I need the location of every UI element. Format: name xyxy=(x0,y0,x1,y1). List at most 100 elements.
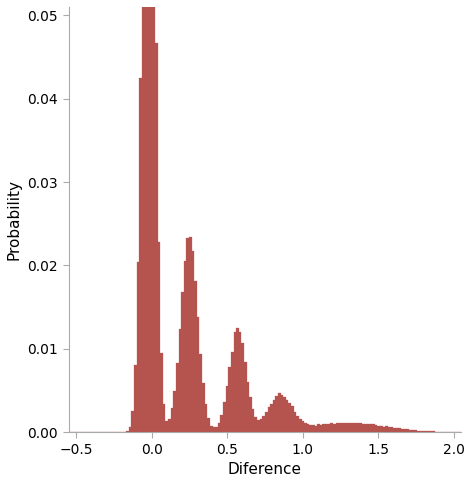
Bar xyxy=(296,416,299,432)
Bar xyxy=(197,317,200,432)
Bar xyxy=(168,419,171,432)
Bar xyxy=(262,416,265,432)
Bar xyxy=(346,423,349,432)
Bar xyxy=(265,412,268,432)
X-axis label: Diference: Diference xyxy=(228,462,302,477)
Bar xyxy=(375,425,378,432)
Bar xyxy=(223,402,226,432)
Bar xyxy=(378,425,380,432)
Bar xyxy=(139,77,142,432)
Bar xyxy=(422,431,424,432)
Bar xyxy=(184,261,186,432)
Bar xyxy=(380,426,383,432)
Bar xyxy=(393,428,396,432)
Bar xyxy=(163,405,166,432)
Bar xyxy=(414,430,417,432)
Bar xyxy=(160,353,163,432)
Bar xyxy=(409,430,412,432)
Bar xyxy=(351,424,354,432)
Bar xyxy=(390,427,393,432)
Bar xyxy=(286,400,288,432)
Bar xyxy=(356,423,359,432)
Bar xyxy=(325,424,328,432)
Bar xyxy=(278,393,281,432)
Bar xyxy=(176,363,178,432)
Bar xyxy=(155,43,158,432)
Bar xyxy=(354,423,356,432)
Bar xyxy=(270,404,273,432)
Bar xyxy=(344,423,346,432)
Bar xyxy=(322,424,325,432)
Bar xyxy=(152,0,155,432)
Bar xyxy=(147,0,150,432)
Bar xyxy=(283,397,286,432)
Bar xyxy=(178,329,181,432)
Bar xyxy=(231,352,234,432)
Bar xyxy=(338,423,341,432)
Bar xyxy=(132,411,134,432)
Bar xyxy=(404,429,406,432)
Bar xyxy=(362,424,364,432)
Bar xyxy=(412,430,414,432)
Bar xyxy=(215,427,218,432)
Bar xyxy=(241,343,244,432)
Bar xyxy=(252,408,254,432)
Bar xyxy=(370,424,372,432)
Bar xyxy=(249,397,252,432)
Bar xyxy=(220,415,223,432)
Bar xyxy=(150,0,152,432)
Bar xyxy=(192,251,194,432)
Bar xyxy=(401,429,404,432)
Bar xyxy=(367,424,370,432)
Bar xyxy=(181,292,184,432)
Bar xyxy=(419,431,422,432)
Bar xyxy=(144,0,147,432)
Bar xyxy=(126,431,129,432)
Bar xyxy=(312,425,315,432)
Bar xyxy=(330,424,333,432)
Bar xyxy=(328,424,330,432)
Bar xyxy=(226,386,228,432)
Bar xyxy=(372,424,375,432)
Bar xyxy=(309,425,312,432)
Bar xyxy=(304,424,307,432)
Bar xyxy=(320,425,322,432)
Bar xyxy=(273,400,275,432)
Bar xyxy=(315,426,317,432)
Bar xyxy=(349,424,351,432)
Bar xyxy=(129,427,132,432)
Bar xyxy=(333,424,336,432)
Bar xyxy=(424,431,427,432)
Bar xyxy=(383,427,385,432)
Bar xyxy=(210,425,212,432)
Bar xyxy=(171,408,173,432)
Bar xyxy=(134,365,137,432)
Bar xyxy=(173,391,176,432)
Bar xyxy=(275,396,278,432)
Bar xyxy=(158,242,160,432)
Bar xyxy=(302,422,304,432)
Bar xyxy=(234,332,236,432)
Bar xyxy=(359,423,362,432)
Bar xyxy=(186,239,189,432)
Bar xyxy=(396,428,398,432)
Bar xyxy=(288,403,291,432)
Bar xyxy=(202,383,205,432)
Bar xyxy=(317,424,320,432)
Bar xyxy=(291,406,294,432)
Bar xyxy=(142,0,144,432)
Bar xyxy=(406,429,409,432)
Bar xyxy=(239,332,241,432)
Bar xyxy=(200,354,202,432)
Bar xyxy=(254,417,257,432)
Bar xyxy=(299,419,302,432)
Bar xyxy=(307,424,309,432)
Bar xyxy=(417,431,419,432)
Bar xyxy=(194,281,197,432)
Bar xyxy=(388,427,390,432)
Bar xyxy=(364,424,367,432)
Bar xyxy=(385,426,388,432)
Bar xyxy=(294,412,296,432)
Bar xyxy=(336,424,338,432)
Bar xyxy=(236,329,239,432)
